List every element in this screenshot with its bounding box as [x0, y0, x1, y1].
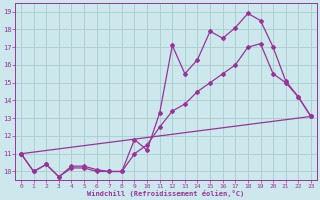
X-axis label: Windchill (Refroidissement éolien,°C): Windchill (Refroidissement éolien,°C)	[87, 190, 244, 197]
